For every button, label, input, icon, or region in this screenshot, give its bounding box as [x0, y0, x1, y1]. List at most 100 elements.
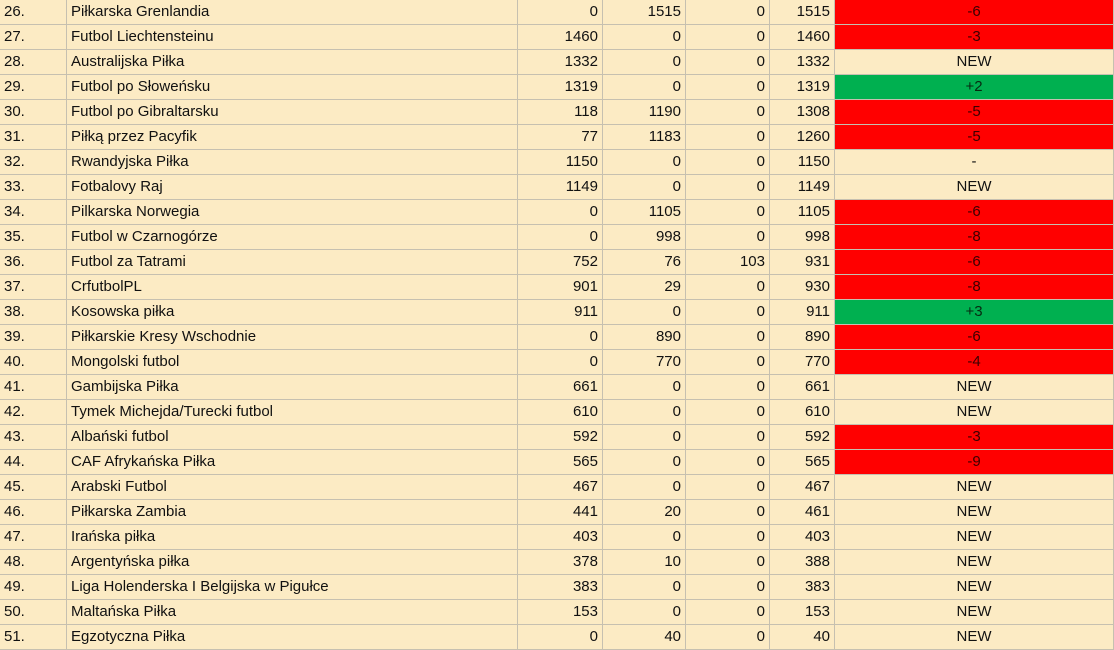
- rank-change: -6: [835, 0, 1114, 25]
- score-total: 40: [770, 625, 835, 650]
- score-total: 1460: [770, 25, 835, 50]
- score-a: 467: [518, 475, 603, 500]
- score-total: 467: [770, 475, 835, 500]
- channel-name: Mongolski futbol: [67, 350, 518, 375]
- score-a: 441: [518, 500, 603, 525]
- rank-change: -3: [835, 425, 1114, 450]
- score-c: 0: [686, 200, 770, 225]
- score-a: 0: [518, 350, 603, 375]
- score-c: 0: [686, 525, 770, 550]
- rank: 36.: [0, 250, 67, 275]
- rank-change: -8: [835, 225, 1114, 250]
- rank-change: -: [835, 150, 1114, 175]
- score-a: 592: [518, 425, 603, 450]
- score-total: 930: [770, 275, 835, 300]
- score-total: 890: [770, 325, 835, 350]
- rank: 39.: [0, 325, 67, 350]
- rank: 46.: [0, 500, 67, 525]
- score-b: 0: [603, 175, 686, 200]
- rank: 45.: [0, 475, 67, 500]
- score-c: 0: [686, 550, 770, 575]
- score-c: 0: [686, 125, 770, 150]
- score-c: 0: [686, 275, 770, 300]
- rank: 49.: [0, 575, 67, 600]
- rank: 30.: [0, 100, 67, 125]
- score-a: 565: [518, 450, 603, 475]
- rank: 31.: [0, 125, 67, 150]
- score-total: 1149: [770, 175, 835, 200]
- score-b: 0: [603, 75, 686, 100]
- score-total: 1150: [770, 150, 835, 175]
- channel-name: Arabski Futbol: [67, 475, 518, 500]
- rank-change: NEW: [835, 600, 1114, 625]
- score-b: 0: [603, 400, 686, 425]
- channel-name: Rwandyjska Piłka: [67, 150, 518, 175]
- rank: 35.: [0, 225, 67, 250]
- rank-change: +2: [835, 75, 1114, 100]
- rank: 34.: [0, 200, 67, 225]
- score-c: 0: [686, 600, 770, 625]
- score-c: 0: [686, 425, 770, 450]
- score-b: 0: [603, 50, 686, 75]
- score-c: 0: [686, 625, 770, 650]
- score-b: 1190: [603, 100, 686, 125]
- rank-change: NEW: [835, 475, 1114, 500]
- score-a: 1150: [518, 150, 603, 175]
- score-a: 383: [518, 575, 603, 600]
- channel-name: Futbol za Tatrami: [67, 250, 518, 275]
- rank-change: -5: [835, 100, 1114, 125]
- rank-change: +3: [835, 300, 1114, 325]
- channel-name: Piłkarska Grenlandia: [67, 0, 518, 25]
- rank-change: NEW: [835, 525, 1114, 550]
- channel-name: Fotbalovy Raj: [67, 175, 518, 200]
- rank-change: -4: [835, 350, 1114, 375]
- score-total: 1260: [770, 125, 835, 150]
- rank-change: -6: [835, 200, 1114, 225]
- channel-name: Piłką przez Pacyfik: [67, 125, 518, 150]
- score-total: 1515: [770, 0, 835, 25]
- rank: 50.: [0, 600, 67, 625]
- rank: 43.: [0, 425, 67, 450]
- channel-name: Futbol w Czarnogórze: [67, 225, 518, 250]
- rank: 47.: [0, 525, 67, 550]
- channel-name: Piłkarska Zambia: [67, 500, 518, 525]
- score-a: 403: [518, 525, 603, 550]
- rank-change: NEW: [835, 50, 1114, 75]
- score-c: 0: [686, 575, 770, 600]
- rank-change: NEW: [835, 625, 1114, 650]
- score-a: 118: [518, 100, 603, 125]
- rank-change: NEW: [835, 550, 1114, 575]
- score-b: 0: [603, 525, 686, 550]
- score-a: 1319: [518, 75, 603, 100]
- score-b: 0: [603, 425, 686, 450]
- score-c: 103: [686, 250, 770, 275]
- score-a: 661: [518, 375, 603, 400]
- channel-name: CrfutbolPL: [67, 275, 518, 300]
- score-a: 77: [518, 125, 603, 150]
- score-total: 565: [770, 450, 835, 475]
- score-b: 0: [603, 450, 686, 475]
- channel-name: Piłkarskie Kresy Wschodnie: [67, 325, 518, 350]
- rank: 27.: [0, 25, 67, 50]
- score-a: 0: [518, 225, 603, 250]
- score-a: 153: [518, 600, 603, 625]
- score-total: 383: [770, 575, 835, 600]
- score-total: 661: [770, 375, 835, 400]
- channel-name: Australijska Piłka: [67, 50, 518, 75]
- score-b: 1183: [603, 125, 686, 150]
- score-c: 0: [686, 175, 770, 200]
- score-total: 461: [770, 500, 835, 525]
- score-c: 0: [686, 375, 770, 400]
- score-total: 610: [770, 400, 835, 425]
- channel-name: Tymek Michejda/Turecki futbol: [67, 400, 518, 425]
- channel-name: Egzotyczna Piłka: [67, 625, 518, 650]
- score-b: 998: [603, 225, 686, 250]
- channel-name: Maltańska Piłka: [67, 600, 518, 625]
- score-a: 901: [518, 275, 603, 300]
- channel-name: Futbol po Słoweńsku: [67, 75, 518, 100]
- rank: 51.: [0, 625, 67, 650]
- score-total: 403: [770, 525, 835, 550]
- score-b: 40: [603, 625, 686, 650]
- rank-change: NEW: [835, 175, 1114, 200]
